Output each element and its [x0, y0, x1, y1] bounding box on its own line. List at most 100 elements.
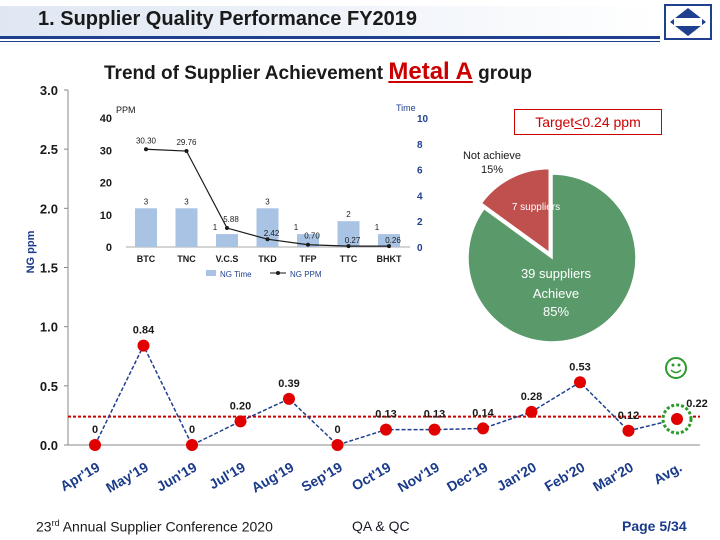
- inset-line-label: 0.70: [304, 232, 320, 241]
- smiley-eye-icon: [671, 363, 675, 367]
- y-tick-label: 2.5: [40, 142, 58, 157]
- y-tick-label: 3.0: [40, 83, 58, 98]
- inset-bar-label: 2: [346, 210, 351, 219]
- inset-y1-tick: 40: [100, 113, 112, 125]
- subtitle-highlight: Metal A: [388, 58, 473, 85]
- pie-label-achieve: Achieve: [533, 286, 579, 301]
- pie-callout-pct: 15%: [481, 164, 503, 176]
- data-point: [234, 415, 247, 428]
- data-point: [186, 439, 198, 451]
- inset-y2-title: Time: [396, 103, 416, 113]
- y-tick-label: 1.0: [40, 320, 58, 335]
- footer-conference: 23rd Annual Supplier Conference 2020: [36, 518, 273, 535]
- data-label: 0.13: [424, 409, 445, 421]
- inset-line-point: [225, 226, 229, 231]
- subtitle-text: Trend of Supplier Achievement: [104, 63, 389, 84]
- data-label: 0: [189, 424, 195, 436]
- inset-line-point: [346, 244, 351, 249]
- target-label: Target: [535, 114, 575, 130]
- target-box: Target < 0.24 ppm: [514, 109, 662, 135]
- x-tick-label: Aug'19: [249, 459, 297, 496]
- data-label: 0.13: [375, 409, 396, 421]
- legend-label-ng-time: NG Time: [220, 270, 252, 279]
- inset-y1-title: PPM: [116, 105, 136, 115]
- x-tick-label: Jul'19: [206, 459, 248, 493]
- company-logo: [664, 4, 712, 40]
- footer-department: QA & QC: [352, 518, 410, 534]
- data-label: 0.39: [278, 378, 299, 390]
- pie-slice-achieve: [467, 173, 637, 343]
- inset-bar-ng-time: [378, 234, 400, 247]
- title-rule: [0, 36, 660, 39]
- inset-bar-ng-time: [175, 208, 198, 247]
- data-label: 0.28: [521, 391, 542, 403]
- inset-y1-tick: 20: [100, 178, 112, 190]
- y-axis-title: NG ppm: [25, 230, 37, 273]
- inset-y1-tick: 0: [106, 242, 112, 254]
- header: 1. Supplier Quality Performance FY2019: [0, 0, 720, 44]
- inset-y2-tick: 10: [417, 114, 429, 125]
- legend-swatch-ng-time: [206, 270, 216, 276]
- x-tick-label: Dec'19: [444, 459, 491, 495]
- page-number: Page 5/34: [622, 518, 687, 534]
- data-point: [622, 424, 635, 437]
- data-point: [477, 422, 489, 435]
- inset-bar-label: 1: [213, 223, 218, 232]
- x-tick-label: Apr'19: [57, 459, 102, 494]
- inset-bar-label: 3: [144, 197, 149, 206]
- y-tick-label: 0.0: [40, 438, 58, 453]
- inset-x-tick: TTC: [340, 254, 358, 264]
- title-band: [0, 6, 660, 36]
- inset-x-tick: TKD: [258, 254, 277, 264]
- pie-callout-label: Not achieve: [463, 150, 521, 162]
- x-tick-label: Feb'20: [542, 459, 588, 495]
- inset-line-point: [306, 242, 310, 247]
- smiley-mouth-icon: [670, 369, 682, 374]
- pie-label-not-achieve: 7 suppliers: [512, 202, 560, 213]
- data-point: [137, 339, 150, 352]
- data-label: 0.20: [230, 400, 251, 412]
- inset-y2-tick: 6: [417, 166, 423, 177]
- chart-subtitle: Trend of Supplier Achievement Metal A gr…: [104, 58, 532, 86]
- x-tick-label: Oct'19: [349, 459, 394, 494]
- data-point: [671, 412, 683, 425]
- inset-chart-background: [88, 100, 438, 288]
- data-label: 0.14: [472, 407, 494, 419]
- inset-line-label: 0.27: [345, 236, 361, 245]
- inset-y2-tick: 4: [417, 191, 423, 202]
- inset-y1-tick: 10: [100, 210, 112, 222]
- inset-bar-ng-time: [216, 234, 238, 247]
- title-rule-thin: [0, 41, 660, 42]
- footer: [0, 510, 720, 540]
- smiley-icon: [665, 357, 687, 379]
- inset-bar-label: 3: [184, 197, 189, 206]
- logo-emblem-icon: [670, 8, 706, 36]
- data-label: 0.53: [569, 361, 590, 373]
- slide-title: 1. Supplier Quality Performance FY2019: [38, 8, 418, 30]
- inset-line-label: 30.30: [136, 136, 157, 145]
- inset-x-tick: BTC: [137, 254, 156, 264]
- inset-line-point: [144, 147, 148, 152]
- data-label: 0.22: [686, 398, 707, 410]
- x-tick-label: May'19: [103, 459, 151, 496]
- data-point: [574, 376, 586, 389]
- subtitle-suffix: group: [472, 63, 532, 84]
- inset-bar-label: 1: [375, 223, 380, 232]
- inset-line-label: 0.26: [385, 236, 401, 245]
- y-tick-label: 2.0: [40, 201, 58, 216]
- data-label: 0.84: [133, 325, 155, 337]
- pie-label-achieve-count: 39 suppliers: [521, 266, 592, 281]
- inset-bar-label: 3: [265, 197, 270, 206]
- target-value: 0.24 ppm: [582, 114, 641, 130]
- inset-line-label: 5.88: [223, 215, 239, 224]
- footer-ordinal: rd: [51, 518, 60, 528]
- data-point: [89, 439, 101, 451]
- legend-label-ng-ppm: NG PPM: [290, 270, 322, 279]
- x-tick-label: Mar'20: [590, 459, 636, 495]
- y-tick-label: 0.5: [40, 379, 58, 394]
- inset-bar-label: 1: [294, 223, 299, 232]
- smiley-eye-icon: [677, 363, 681, 367]
- data-point: [525, 405, 538, 418]
- inset-x-tick: BHKT: [377, 254, 402, 264]
- inset-line-point: [265, 237, 270, 242]
